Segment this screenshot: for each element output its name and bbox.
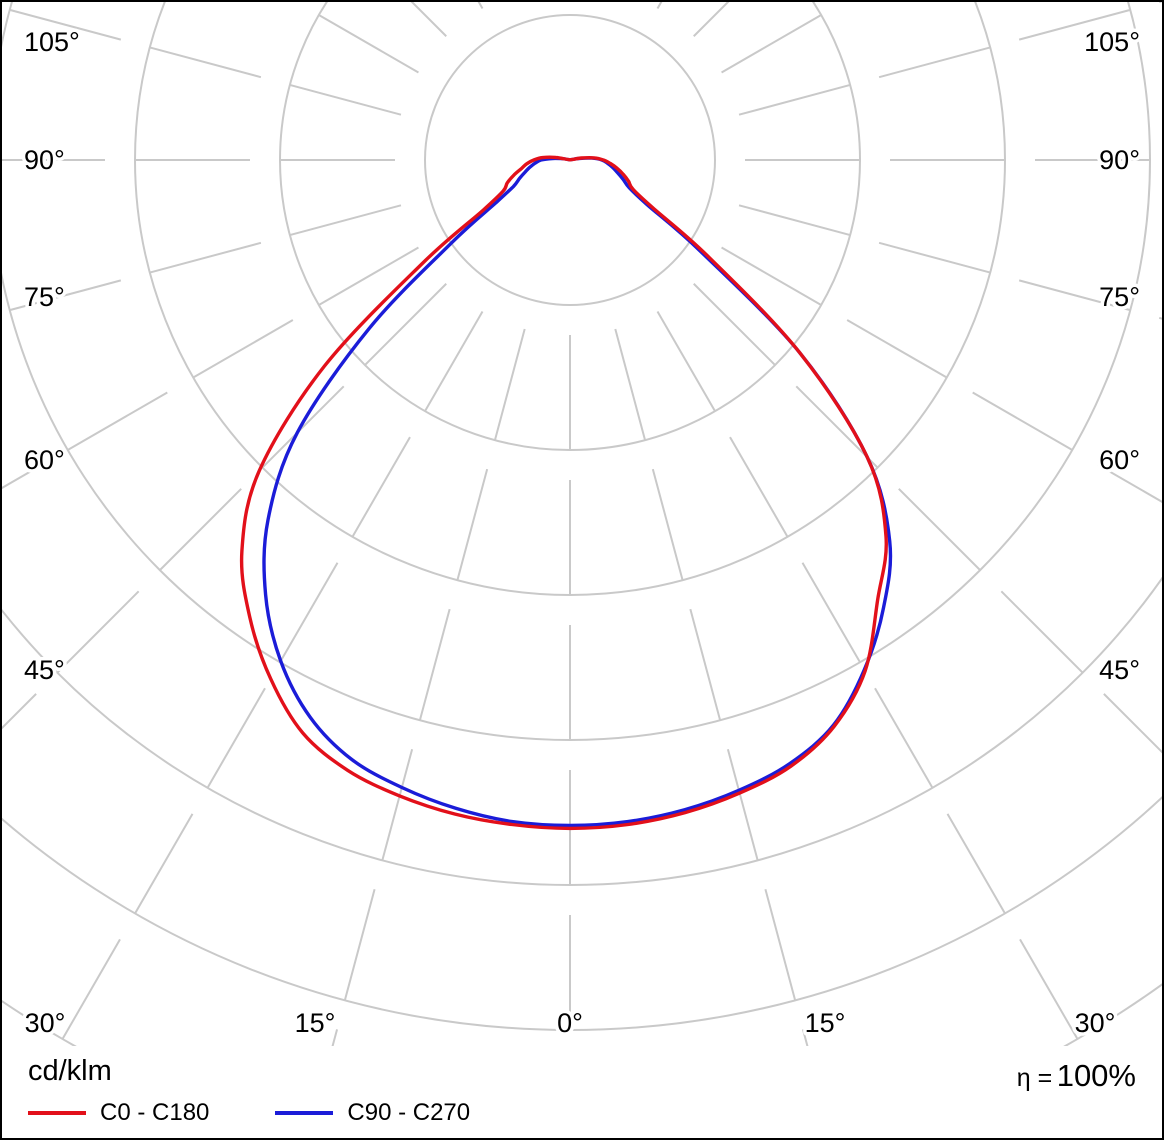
angle-label: 60° [1099, 445, 1140, 475]
legend-item-c0-c180: C0 - C180 [28, 1099, 209, 1127]
legend-label-c90-c270: C90 - C270 [347, 1098, 471, 1126]
angle-label: 0° [557, 1008, 583, 1038]
curve-c0-c180 [239, 155, 888, 831]
grid-ray [606, 299, 809, 1046]
angle-label: 45° [1099, 655, 1140, 685]
legend-label-c0-c180: C0 - C180 [100, 1098, 210, 1126]
legend: C0 - C180 C90 - C270 [28, 1099, 536, 1127]
curve-c90-c270 [262, 156, 893, 828]
angle-label: 75° [1099, 282, 1140, 312]
efficiency-readout: η = 100% [1017, 1058, 1136, 1094]
grid-ray [606, 2, 614, 21]
angle-label: 90° [24, 145, 65, 175]
angle-label: 105° [24, 27, 80, 57]
angle-label: 105° [1084, 27, 1140, 57]
angle-label: 60° [24, 445, 65, 475]
legend-item-c90-c270: C90 - C270 [275, 1099, 470, 1127]
grid-ring [2, 795, 1162, 1031]
grid-ray [57, 285, 499, 1046]
efficiency-symbol: η = [1016, 1064, 1053, 1092]
grid-ring [2, 576, 1162, 886]
grid-ray [2, 231, 445, 490]
angle-label: 15° [805, 1008, 846, 1038]
grid-ring [424, 14, 716, 306]
angle-label: 30° [25, 1008, 66, 1038]
grid-ray [331, 299, 534, 1046]
c0-c180-line-swatch [28, 1110, 86, 1115]
angle-label: 75° [24, 282, 65, 312]
grid-ray [526, 2, 534, 21]
efficiency-value: 100% [1056, 1058, 1136, 1093]
units-label: cd/klm [28, 1055, 112, 1087]
angle-label: 30° [1075, 1008, 1116, 1038]
polar-chart: 105° 90° 75° 60° 45° 105° 90° 75° 60° 45° 30° 15° 0°… [2, 2, 1162, 1046]
grid-ray [641, 285, 1083, 1046]
grid-ray [709, 2, 1162, 124]
chart-footer: cd/klm C0 - C180 C90 - C270 η = 100% [2, 1046, 1162, 1138]
angle-label: 90° [1099, 145, 1140, 175]
grid-ray [2, 261, 469, 730]
legend-block: cd/klm C0 - C180 C90 - C270 [28, 1055, 536, 1127]
grid-ray [695, 231, 1162, 503]
angle-label: 45° [24, 655, 65, 685]
grid-ray [709, 196, 1162, 320]
grid-ray [671, 261, 1162, 754]
grid-ray [2, 6, 431, 124]
angle-label: 15° [295, 1008, 336, 1038]
c90-c270-line-swatch [275, 1110, 334, 1115]
grid-ray [2, 196, 431, 314]
grid-ring [2, 2, 1151, 741]
